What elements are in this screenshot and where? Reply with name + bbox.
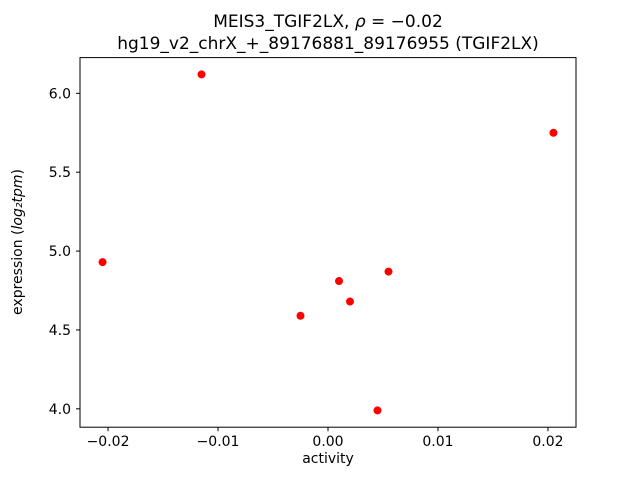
y-tick-label: 4.0 — [49, 402, 71, 418]
data-point — [345, 297, 354, 306]
chart-title-line2: hg19_v2_chrX_+_89176881_89176955 (TGIF2L… — [117, 34, 539, 54]
rho-symbol: ρ — [355, 12, 366, 32]
x-tick-label: 0.00 — [312, 434, 343, 450]
plot-layer: −0.02 −0.01 0.00 0.01 0.02 4.0 4.5 5.0 5.5 6.0 — [49, 57, 577, 450]
y-axis-label-suffix: ) — [10, 169, 26, 174]
y-tick-label: 4.5 — [49, 323, 71, 339]
data-point — [334, 277, 343, 286]
chart-title-line1-prefix: MEIS3_TGIF2LX, — [213, 12, 355, 32]
data-point — [98, 258, 107, 267]
plot-frame — [79, 57, 577, 428]
x-tick-label: −0.02 — [87, 434, 130, 450]
x-tick-label: 0.02 — [532, 434, 563, 450]
data-point — [197, 70, 206, 79]
chart-title-line1: MEIS3_TGIF2LX, ρ = −0.02 — [213, 12, 443, 32]
y-tick-label: 6.0 — [49, 86, 71, 102]
chart-title-line1-suffix: = −0.02 — [366, 12, 443, 32]
y-axis-label: expression (log₂tpm) — [10, 169, 26, 315]
data-point — [549, 128, 558, 137]
data-point — [384, 267, 393, 276]
x-tick-label: 0.01 — [422, 434, 453, 450]
x-tick-label: −0.01 — [197, 434, 240, 450]
y-tick-label: 5.5 — [49, 165, 71, 181]
x-axis-label: activity — [302, 451, 354, 467]
y-tick-label: 5.0 — [49, 244, 71, 260]
data-point — [373, 406, 382, 415]
y-axis-label-prefix: expression ( — [10, 230, 26, 315]
data-point — [296, 311, 305, 320]
y-axis-label-math: log₂tpm — [10, 175, 26, 230]
